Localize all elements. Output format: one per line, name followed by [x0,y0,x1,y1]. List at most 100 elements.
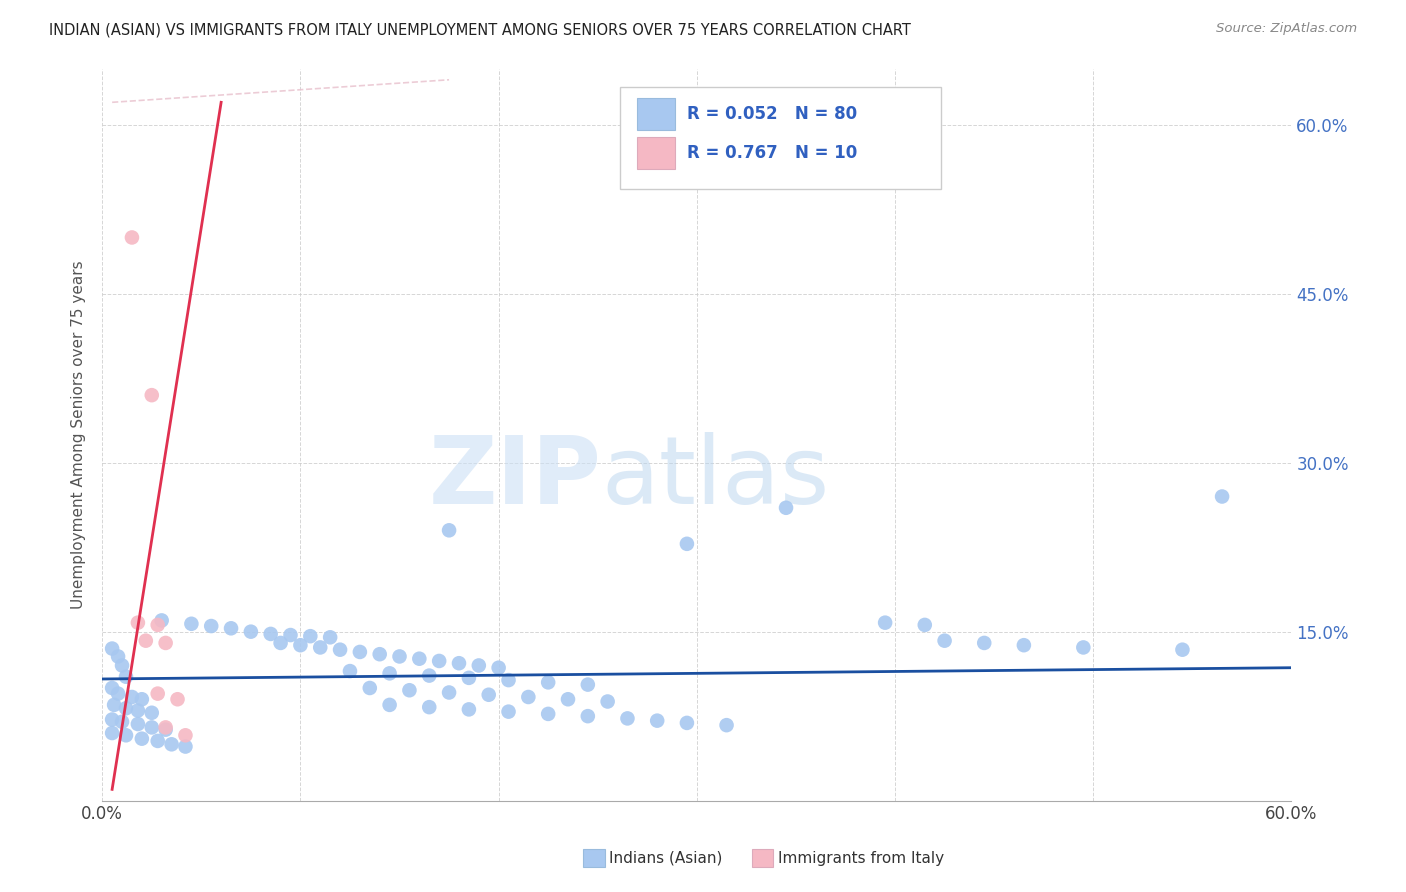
Point [478,688,501,702]
Point [368,647,391,661]
Point [127,717,149,731]
Point [418,700,440,714]
Point [973,636,995,650]
Point [537,675,560,690]
Point [378,698,401,712]
Point [349,645,371,659]
Point [488,661,510,675]
Point [468,658,491,673]
Point [299,629,322,643]
Point [319,630,342,644]
Point [576,677,599,691]
Point [537,706,560,721]
Point [934,633,956,648]
Text: Source: ZipAtlas.com: Source: ZipAtlas.com [1216,22,1357,36]
Point [174,739,197,754]
Point [150,614,173,628]
Point [131,731,153,746]
Point [101,681,124,695]
Point [775,500,797,515]
Point [517,690,540,704]
Point [141,720,163,734]
Point [1012,638,1035,652]
Text: R = 0.767   N = 10: R = 0.767 N = 10 [688,144,858,161]
Point [437,524,460,538]
Point [270,636,292,650]
Text: Indians (Asian): Indians (Asian) [609,851,723,865]
Point [101,713,124,727]
Point [127,615,149,630]
Point [103,698,125,712]
Point [200,619,222,633]
Point [447,657,470,671]
Point [1171,642,1194,657]
Point [329,642,352,657]
Point [146,687,169,701]
Point [174,728,197,742]
FancyBboxPatch shape [637,98,675,130]
Point [160,737,183,751]
Point [408,651,430,665]
Point [121,690,143,704]
Point [1073,640,1095,655]
Point [141,388,163,402]
Point [1211,490,1233,504]
Point [155,636,177,650]
Point [378,666,401,681]
Point [457,702,479,716]
Text: Immigrants from Italy: Immigrants from Italy [778,851,943,865]
Point [155,720,177,734]
Point [219,621,242,635]
Point [437,685,460,699]
Point [676,537,699,551]
Point [676,715,699,730]
Point [127,704,149,718]
Text: R = 0.052   N = 80: R = 0.052 N = 80 [688,105,858,123]
Point [280,628,302,642]
Point [155,723,177,737]
Text: ZIP: ZIP [429,433,602,524]
Point [111,714,134,729]
Point [309,640,332,655]
Point [111,658,134,673]
Point [914,618,936,632]
Point [146,734,169,748]
Point [875,615,897,630]
Point [557,692,579,706]
Point [398,683,420,698]
Point [427,654,450,668]
Y-axis label: Unemployment Among Seniors over 75 years: Unemployment Among Seniors over 75 years [72,260,86,609]
FancyBboxPatch shape [620,87,941,189]
Point [115,670,138,684]
Point [107,649,129,664]
Point [616,711,638,725]
Point [716,718,738,732]
Point [290,638,312,652]
Point [239,624,262,639]
Point [166,692,188,706]
Point [388,649,411,664]
Point [359,681,381,695]
Point [498,705,520,719]
Point [596,694,619,708]
Point [101,726,124,740]
Point [576,709,599,723]
FancyBboxPatch shape [637,136,675,169]
Point [498,673,520,687]
Text: atlas: atlas [602,433,830,524]
Point [418,668,440,682]
Point [107,687,129,701]
Point [115,701,138,715]
Point [146,618,169,632]
Point [115,728,138,742]
Point [141,706,163,720]
Point [260,627,283,641]
Point [121,230,143,244]
Point [339,664,361,678]
Point [457,671,479,685]
Point [131,692,153,706]
Text: INDIAN (ASIAN) VS IMMIGRANTS FROM ITALY UNEMPLOYMENT AMONG SENIORS OVER 75 YEARS: INDIAN (ASIAN) VS IMMIGRANTS FROM ITALY … [49,22,911,37]
Point [101,641,124,656]
Point [180,616,202,631]
Point [135,633,157,648]
